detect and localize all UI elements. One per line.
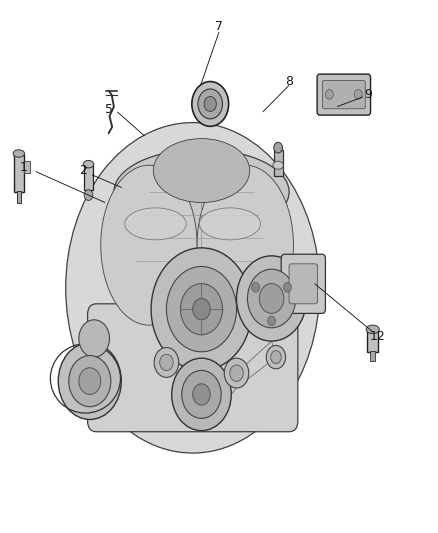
- Ellipse shape: [125, 208, 186, 240]
- Circle shape: [69, 356, 111, 407]
- Bar: [24, 161, 30, 173]
- Ellipse shape: [114, 149, 289, 235]
- Circle shape: [198, 89, 223, 119]
- Text: 12: 12: [370, 330, 385, 343]
- Circle shape: [325, 90, 333, 99]
- Circle shape: [252, 282, 260, 292]
- Circle shape: [259, 284, 284, 313]
- Ellipse shape: [66, 123, 320, 453]
- Ellipse shape: [153, 139, 250, 203]
- Circle shape: [224, 358, 249, 388]
- FancyBboxPatch shape: [281, 254, 325, 313]
- Circle shape: [237, 256, 307, 341]
- Circle shape: [354, 90, 362, 99]
- Circle shape: [166, 266, 237, 352]
- Circle shape: [266, 345, 286, 369]
- FancyBboxPatch shape: [88, 304, 298, 432]
- Circle shape: [151, 248, 252, 370]
- Ellipse shape: [101, 165, 197, 325]
- Circle shape: [79, 320, 110, 357]
- Circle shape: [193, 298, 210, 320]
- FancyBboxPatch shape: [317, 74, 371, 115]
- Ellipse shape: [13, 150, 25, 157]
- Circle shape: [160, 354, 173, 370]
- Bar: [370, 351, 375, 361]
- Circle shape: [79, 368, 101, 394]
- Text: 7: 7: [215, 20, 223, 33]
- Bar: [17, 191, 21, 203]
- Circle shape: [192, 82, 229, 126]
- Text: 9: 9: [364, 88, 372, 101]
- Text: 2: 2: [79, 164, 87, 177]
- FancyBboxPatch shape: [289, 264, 318, 304]
- Circle shape: [172, 358, 231, 431]
- Text: 8: 8: [285, 75, 293, 87]
- Circle shape: [268, 316, 276, 326]
- Circle shape: [247, 269, 296, 328]
- Circle shape: [84, 190, 93, 200]
- Ellipse shape: [83, 160, 94, 168]
- Text: 5: 5: [105, 103, 113, 116]
- Text: 1: 1: [20, 161, 28, 174]
- Ellipse shape: [197, 165, 293, 325]
- Circle shape: [274, 142, 283, 153]
- Bar: [14, 154, 24, 192]
- Circle shape: [271, 351, 281, 364]
- Circle shape: [230, 365, 243, 381]
- Circle shape: [154, 348, 179, 377]
- Circle shape: [193, 384, 210, 405]
- Circle shape: [283, 282, 291, 292]
- Ellipse shape: [188, 282, 232, 346]
- Ellipse shape: [273, 161, 283, 169]
- Bar: [84, 164, 93, 190]
- Circle shape: [180, 284, 223, 335]
- Ellipse shape: [199, 208, 261, 240]
- Bar: [274, 150, 283, 176]
- FancyBboxPatch shape: [322, 80, 365, 109]
- Circle shape: [182, 370, 221, 418]
- Ellipse shape: [366, 325, 379, 334]
- Circle shape: [204, 96, 216, 111]
- Bar: [367, 329, 378, 352]
- Circle shape: [58, 343, 121, 419]
